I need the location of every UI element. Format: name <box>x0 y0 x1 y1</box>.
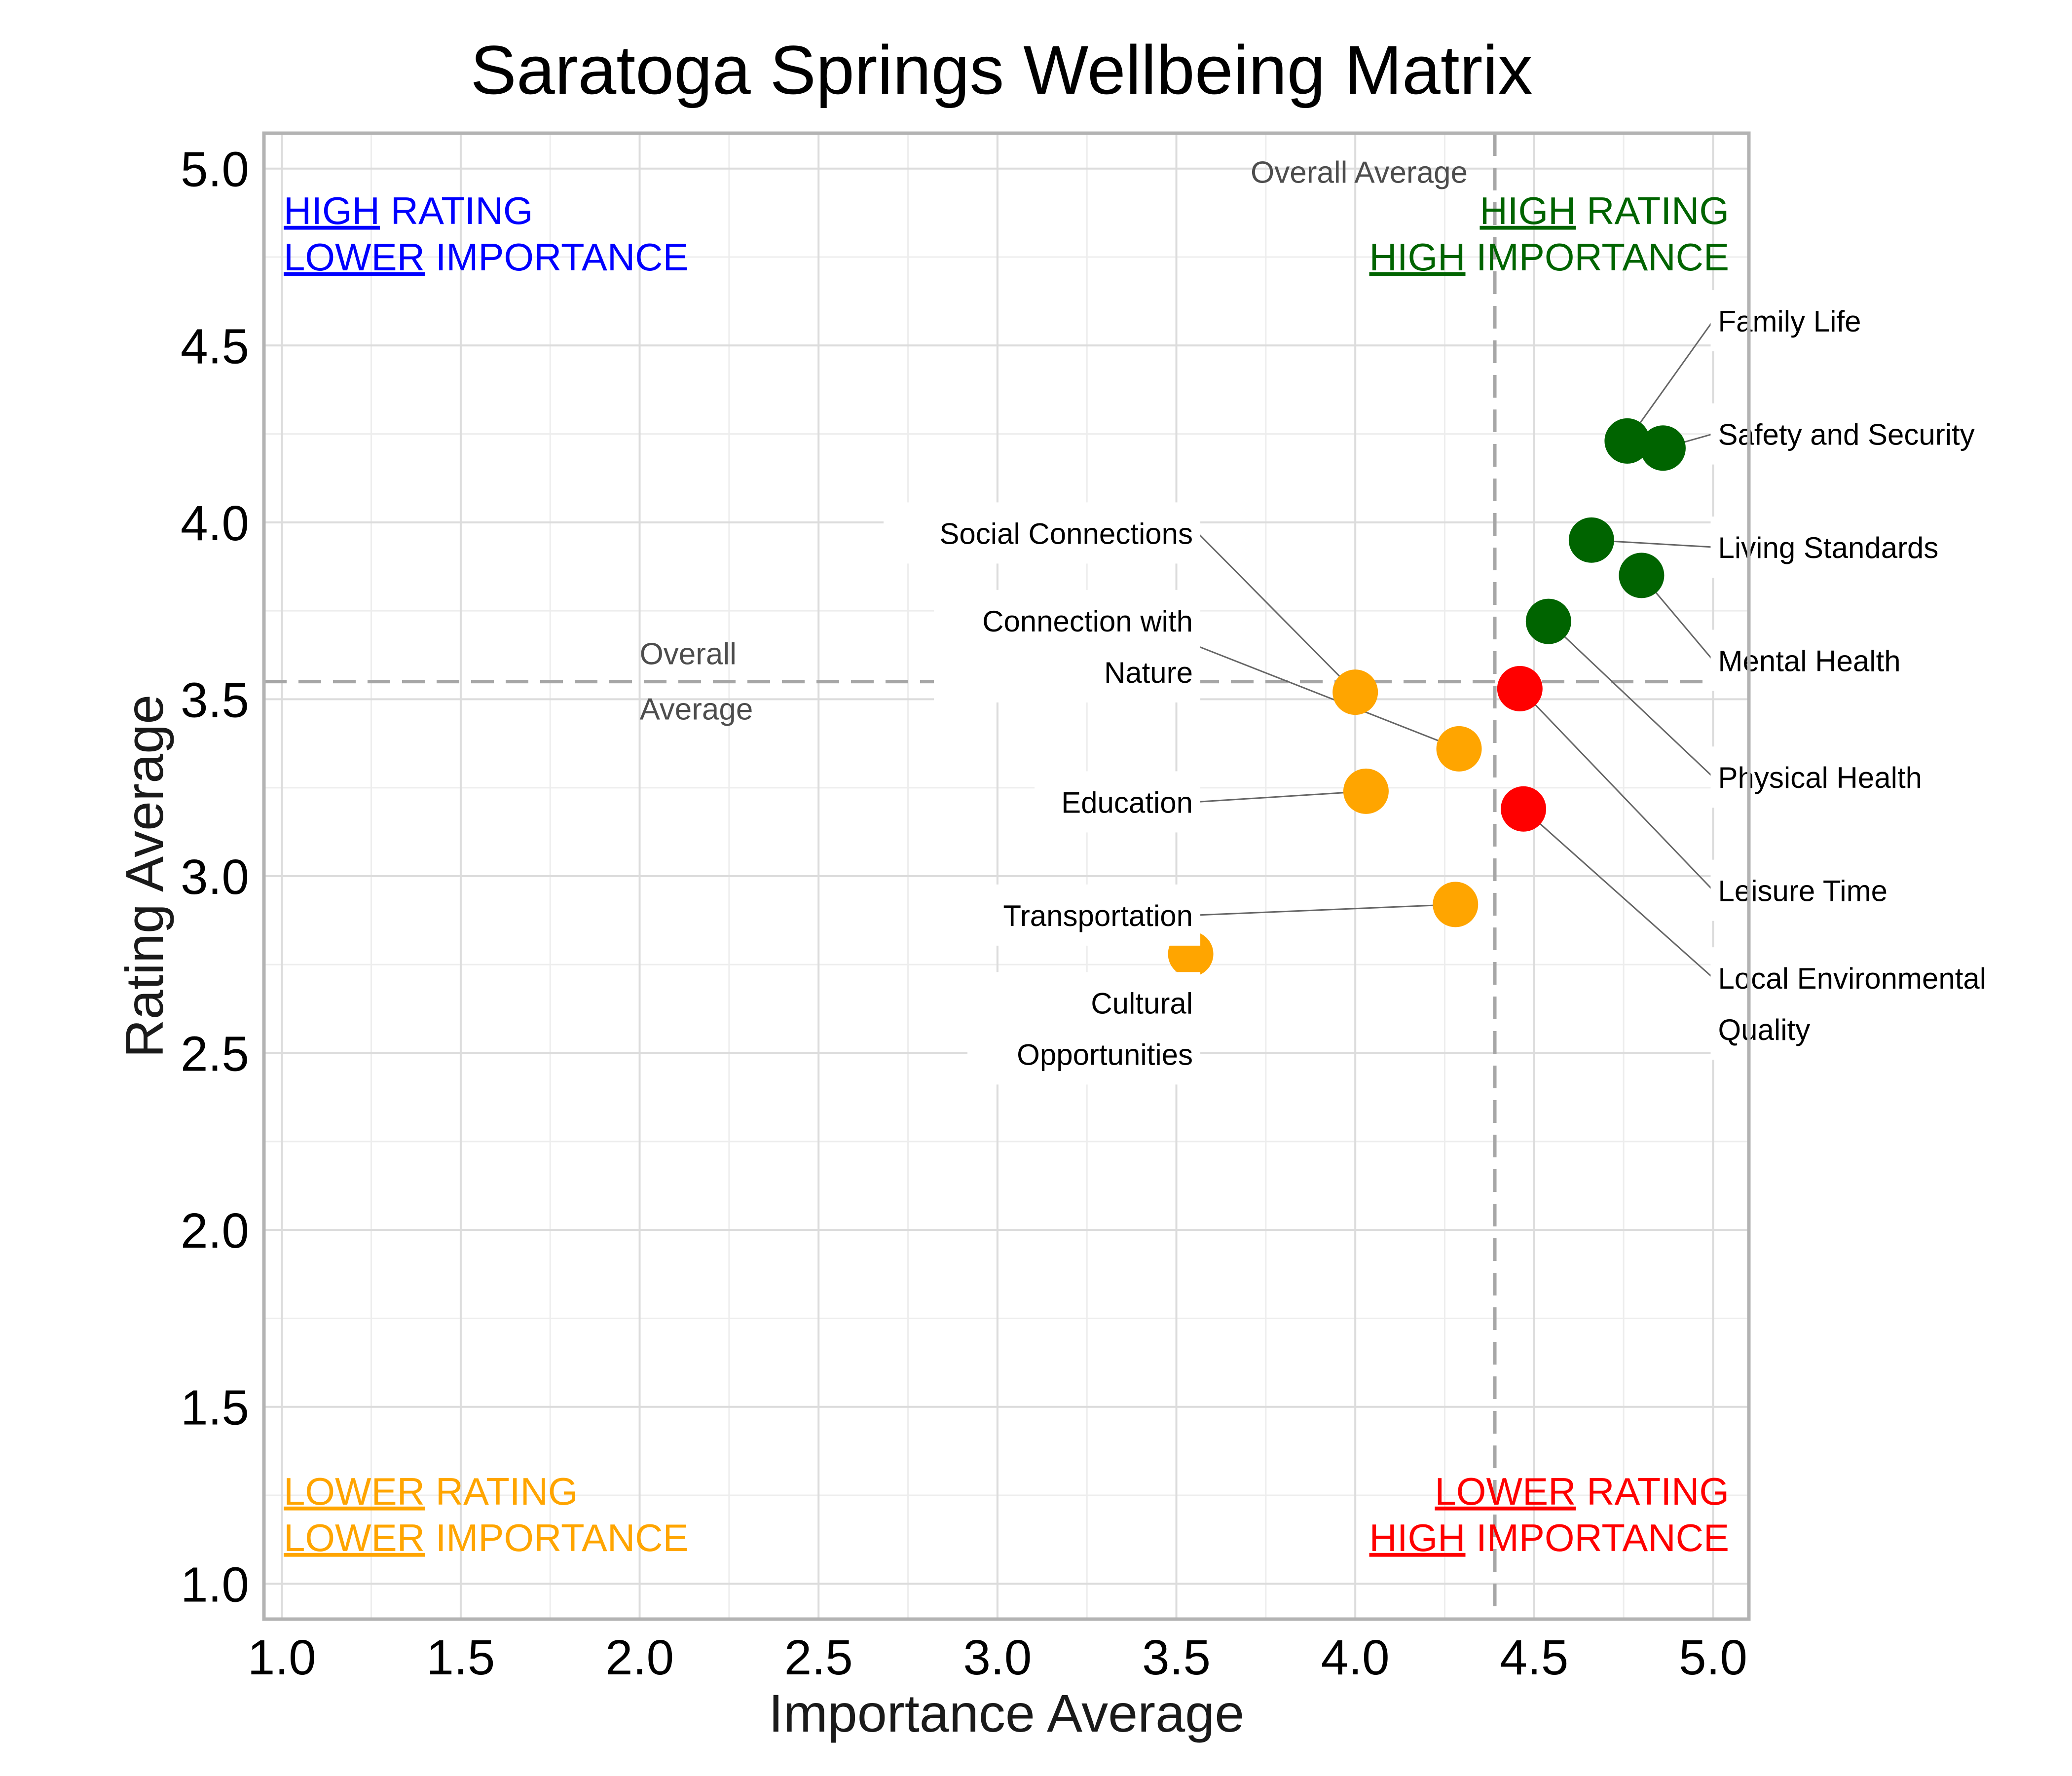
point-label-connection-with-nature: Connection with Nature <box>982 605 1193 689</box>
point-label-background <box>967 972 1201 1085</box>
grid-lines <box>264 133 1749 1619</box>
quadrant-label-bottom-left: LOWER RATING <box>284 1470 578 1513</box>
leader-line-leisure-time <box>1519 688 1714 891</box>
point-label-physical-health: Physical Health <box>1718 761 1922 794</box>
point-local-environmental-quality <box>1501 786 1547 832</box>
x-tick-label: 4.0 <box>1321 1630 1390 1685</box>
point-safety-and-security <box>1640 425 1686 471</box>
leader-line-physical-health <box>1548 621 1714 778</box>
x-tick-label: 2.0 <box>605 1630 674 1685</box>
point-label-background <box>1035 771 1201 833</box>
point-label-background <box>951 884 1201 946</box>
point-label-social-connections: Social Connections <box>939 517 1193 550</box>
y-tick-label: 1.5 <box>181 1380 249 1436</box>
vertical-average-label: Overall Average <box>1251 155 1468 189</box>
point-label-cultural-opportunities: Cultural Opportunities <box>1017 987 1193 1071</box>
point-label-living-standards: Living Standards <box>1718 531 1938 564</box>
point-label-background <box>1710 947 2044 1060</box>
y-axis-title: Rating Average <box>114 695 174 1058</box>
plot-border <box>262 131 1751 1621</box>
quadrant-label-top-right: HIGH IMPORTANCE <box>1369 235 1730 279</box>
y-tick-label: 4.5 <box>181 319 249 374</box>
y-tick-label: 5.0 <box>181 142 249 197</box>
y-tick-label: 3.5 <box>181 672 249 728</box>
point-label-background <box>884 502 1201 564</box>
horizontal-average-label: Overall Average <box>640 637 753 727</box>
point-physical-health <box>1525 598 1571 644</box>
x-tick-label: 3.5 <box>1142 1630 1211 1685</box>
point-label-family-life: Family Life <box>1718 305 1861 338</box>
point-leisure-time <box>1497 666 1543 711</box>
x-tick-label: 4.5 <box>1500 1630 1568 1685</box>
leader-line-social-connections <box>1197 532 1356 693</box>
point-label-local-environmental-quality: Local Environmental Quality <box>1718 962 1986 1046</box>
point-label-background <box>1710 517 1994 578</box>
y-tick-label: 4.0 <box>181 496 249 551</box>
point-family-life <box>1604 418 1650 464</box>
x-tick-label: 1.5 <box>426 1630 495 1685</box>
point-label-leisure-time: Leisure Time <box>1718 875 1887 908</box>
point-label-background <box>1710 746 1977 808</box>
point-label-education: Education <box>1061 786 1193 819</box>
y-tick-label: 3.0 <box>181 850 249 905</box>
leader-line-family-life <box>1627 320 1714 442</box>
chart-title: Saratoga Springs Wellbeing Matrix <box>471 31 1533 109</box>
point-mental-health <box>1619 553 1665 598</box>
point-label-background <box>934 590 1201 703</box>
y-tick-label: 1.0 <box>181 1557 249 1612</box>
x-tick-label: 3.0 <box>963 1630 1032 1685</box>
point-labels: Family Life Safety and Security Living Sta… <box>884 290 2044 1085</box>
quadrant-label-top-left: HIGH RATING <box>284 189 533 232</box>
quadrant-label-bottom-left: LOWER IMPORTANCE <box>284 1516 689 1559</box>
leader-line-connection-with-nature <box>1197 645 1460 750</box>
x-axis-ticks: 1.0 1.5 2.0 2.5 3.0 3.5 4.0 4.5 5.0 <box>248 1630 1747 1685</box>
point-label-background <box>1710 290 1910 352</box>
y-axis-ticks: 1.0 1.5 2.0 2.5 3.0 3.5 4.0 4.5 5.0 <box>181 142 249 1613</box>
quadrant-label-bottom-right: LOWER RATING <box>1435 1470 1729 1513</box>
point-social-connections <box>1332 669 1378 715</box>
x-tick-label: 2.5 <box>784 1630 853 1685</box>
point-connection-with-nature <box>1436 726 1482 772</box>
quadrant-label-top-left: LOWER IMPORTANCE <box>284 235 689 279</box>
point-label-background <box>1710 403 2044 465</box>
point-label-transportation: Transportation <box>1003 899 1193 932</box>
point-living-standards <box>1568 517 1614 563</box>
point-label-safety-and-security: Safety and Security <box>1718 418 1974 451</box>
point-label-mental-health: Mental Health <box>1718 645 1900 678</box>
x-axis-title: Importance Average <box>769 1683 1245 1743</box>
leader-line-education <box>1197 790 1367 803</box>
point-transportation <box>1433 882 1479 927</box>
x-tick-label: 1.0 <box>248 1630 316 1685</box>
y-tick-label: 2.0 <box>181 1203 249 1258</box>
y-tick-label: 2.5 <box>181 1027 249 1082</box>
quadrant-label-bottom-right: HIGH IMPORTANCE <box>1369 1516 1730 1559</box>
point-label-background <box>1710 859 1927 921</box>
leader-line-local-environmental-quality <box>1523 808 1714 979</box>
data-points <box>1168 418 1686 977</box>
leader-line-transportation <box>1197 903 1456 916</box>
quadrant-label-top-right: HIGH RATING <box>1480 189 1729 232</box>
x-tick-label: 5.0 <box>1679 1630 1747 1685</box>
point-education <box>1343 768 1389 814</box>
